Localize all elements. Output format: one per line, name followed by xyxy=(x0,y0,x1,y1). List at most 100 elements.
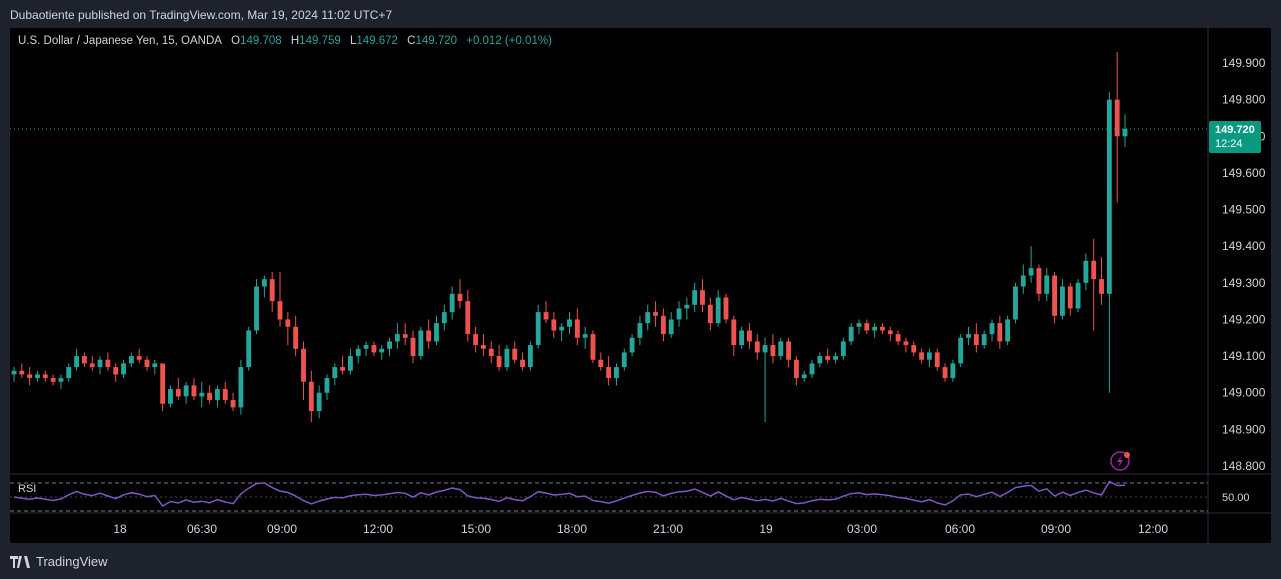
candle-body xyxy=(551,319,557,331)
high-value: 149.759 xyxy=(299,35,341,47)
close-value: 149.720 xyxy=(415,35,458,47)
candle-body xyxy=(856,323,862,327)
candle-body xyxy=(121,363,126,375)
candle-body xyxy=(496,356,502,368)
candle-body xyxy=(1052,275,1058,316)
rsi-line xyxy=(13,480,1126,507)
candle-body xyxy=(1075,282,1081,309)
rsi-pane-label[interactable]: RSI xyxy=(18,483,37,495)
candle-body xyxy=(465,301,471,335)
candle-body xyxy=(340,367,346,371)
symbol-title[interactable]: U.S. Dollar / Japanese Yen, 15, OANDA xyxy=(18,35,222,47)
candle-body xyxy=(277,301,283,320)
candle-body xyxy=(58,378,64,382)
candle-body xyxy=(128,356,134,364)
candle-body xyxy=(621,352,627,368)
tradingview-brand[interactable]: TradingView xyxy=(10,554,108,569)
x-tick-label: 21:00 xyxy=(653,522,683,536)
candle-body xyxy=(504,348,510,368)
candle-body xyxy=(488,348,494,357)
candle-body xyxy=(285,319,291,327)
candle-body xyxy=(926,352,932,360)
candle-body xyxy=(707,304,713,324)
open-label: O xyxy=(231,35,241,47)
candle-body xyxy=(864,323,870,331)
candle-body xyxy=(653,312,658,316)
candle-body xyxy=(793,359,799,379)
bar-countdown: 12:24 xyxy=(1215,138,1243,150)
x-tick-label: 19 xyxy=(759,522,773,536)
candle-body xyxy=(136,356,142,360)
candle-body xyxy=(481,345,486,349)
y-tick-label: 149.500 xyxy=(1222,203,1266,217)
rsi-level-label: 50.00 xyxy=(1222,492,1250,504)
candle-body xyxy=(817,356,823,364)
candle-body xyxy=(348,356,353,371)
candle-body xyxy=(731,319,737,346)
candle-body xyxy=(293,326,299,349)
candle-body xyxy=(543,312,549,320)
candle-body xyxy=(574,319,580,338)
candle-body xyxy=(567,319,572,327)
candle-body xyxy=(676,308,682,320)
y-tick-label: 149.100 xyxy=(1222,349,1266,363)
candle-body xyxy=(324,378,330,393)
lightning-bolt-glyph xyxy=(1117,455,1123,468)
candle-body xyxy=(911,345,917,353)
candle-body xyxy=(942,367,948,379)
low-label: L xyxy=(349,35,357,47)
candle-body xyxy=(973,334,979,346)
candle-body xyxy=(214,389,220,401)
candle-body xyxy=(981,334,987,346)
candle-body xyxy=(645,312,651,324)
candle-body xyxy=(880,326,885,331)
candle-body xyxy=(934,352,940,368)
y-tick-label: 149.600 xyxy=(1222,166,1266,180)
candle-body xyxy=(81,356,87,364)
candle-body xyxy=(222,389,228,401)
candle-body xyxy=(183,385,189,397)
candle-body xyxy=(332,367,338,379)
x-tick-label: 09:00 xyxy=(1041,522,1071,536)
candle-body xyxy=(668,319,674,335)
y-tick-label: 149.900 xyxy=(1222,56,1266,70)
candle-body xyxy=(301,348,306,382)
candle-body xyxy=(700,290,705,305)
candle-body xyxy=(19,370,25,375)
price-chart[interactable]: 149.900149.800149.700149.600149.500149.4… xyxy=(10,28,1271,543)
candle-body xyxy=(723,297,729,320)
change-value: +0.012 (+0.01%) xyxy=(466,35,552,47)
candle-body xyxy=(42,374,48,379)
candle-body xyxy=(238,367,244,408)
candle-body xyxy=(379,348,385,353)
candle-body xyxy=(261,279,267,287)
candle-body xyxy=(207,392,213,401)
tradingview-logo-icon xyxy=(10,555,30,568)
candle-body xyxy=(175,389,181,397)
candle-body xyxy=(887,330,893,335)
candle-body xyxy=(559,326,565,331)
candle-body xyxy=(402,334,408,338)
candle-body xyxy=(152,363,158,368)
candle-body xyxy=(387,341,392,349)
candle-body xyxy=(997,323,1003,342)
open-value: 149.708 xyxy=(240,35,282,47)
candle-body xyxy=(230,400,236,408)
candle-body xyxy=(848,326,854,342)
candle-body xyxy=(535,312,541,346)
candle-body xyxy=(614,367,619,379)
publish-header: Dubaotiente published on TradingView.com… xyxy=(0,0,1281,28)
candle-body xyxy=(520,359,525,368)
candle-body xyxy=(919,352,925,360)
candle-body xyxy=(1044,275,1050,294)
chart-panel[interactable]: 149.900149.800149.700149.600149.500149.4… xyxy=(10,28,1271,543)
x-tick-label: 12:00 xyxy=(1138,522,1168,536)
candle-body xyxy=(739,330,745,346)
candle-body xyxy=(637,323,643,338)
candle-body xyxy=(1083,260,1089,283)
candle-body xyxy=(895,334,901,342)
candle-body xyxy=(199,392,205,397)
candle-body xyxy=(840,341,846,357)
candle-body xyxy=(355,348,361,357)
candle-body xyxy=(786,341,791,360)
